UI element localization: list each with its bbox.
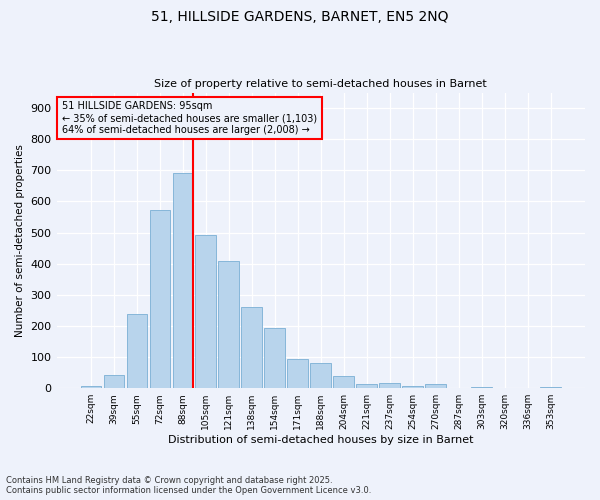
Text: 51, HILLSIDE GARDENS, BARNET, EN5 2NQ: 51, HILLSIDE GARDENS, BARNET, EN5 2NQ (151, 10, 449, 24)
Title: Size of property relative to semi-detached houses in Barnet: Size of property relative to semi-detach… (154, 79, 487, 89)
Bar (287, 360, 308, 388)
X-axis label: Distribution of semi-detached houses by size in Barnet: Distribution of semi-detached houses by … (168, 435, 473, 445)
Bar (173, 173, 193, 388)
Bar (425, 384, 446, 388)
Bar (241, 308, 262, 388)
Y-axis label: Number of semi-detached properties: Number of semi-detached properties (15, 144, 25, 337)
Bar (265, 328, 285, 388)
Bar (356, 384, 377, 388)
Bar (218, 260, 239, 388)
Bar (80, 386, 101, 388)
Text: Contains HM Land Registry data © Crown copyright and database right 2025.
Contai: Contains HM Land Registry data © Crown c… (6, 476, 371, 495)
Bar (334, 376, 354, 388)
Bar (104, 375, 124, 388)
Bar (127, 314, 147, 388)
Bar (379, 382, 400, 388)
Bar (310, 364, 331, 388)
Bar (403, 386, 423, 388)
Text: 51 HILLSIDE GARDENS: 95sqm
← 35% of semi-detached houses are smaller (1,103)
64%: 51 HILLSIDE GARDENS: 95sqm ← 35% of semi… (62, 102, 317, 134)
Bar (472, 386, 492, 388)
Bar (196, 235, 216, 388)
Bar (149, 210, 170, 388)
